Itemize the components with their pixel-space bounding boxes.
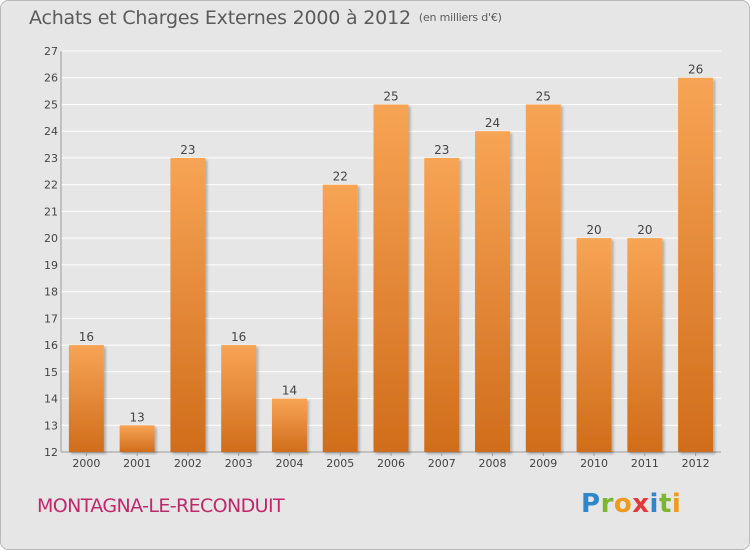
- data-label-2008: 24: [485, 116, 500, 130]
- data-label-2011: 20: [637, 223, 652, 237]
- data-label-2001: 13: [130, 410, 145, 424]
- data-label-2005: 22: [333, 170, 348, 184]
- y-tick-label: 18: [44, 286, 58, 299]
- y-tick-label: 12: [44, 446, 58, 459]
- bar-2002: [170, 157, 206, 452]
- chart-unit: (en milliers d'€): [418, 11, 502, 24]
- x-tick-label: 2012: [682, 457, 710, 470]
- commune-name: MONTAGNA-LE-RECONDUIT: [37, 495, 285, 517]
- x-tick-label: 2000: [72, 457, 100, 470]
- y-tick-label: 15: [44, 366, 58, 379]
- x-tick-label: 2010: [580, 457, 608, 470]
- bar-2001: [119, 425, 155, 452]
- y-tick-label: 26: [44, 72, 58, 85]
- x-tick-label: 2003: [225, 457, 253, 470]
- data-label-2009: 25: [536, 89, 551, 103]
- data-label-2007: 23: [434, 143, 449, 157]
- data-label-2010: 20: [586, 223, 601, 237]
- data-label-2000: 16: [79, 330, 94, 344]
- y-tick-label: 17: [44, 312, 58, 325]
- bar-2000: [68, 345, 104, 452]
- bar-2011: [627, 238, 663, 452]
- bar-2008: [475, 131, 511, 452]
- y-tick-label: 19: [44, 259, 58, 272]
- data-label-2006: 25: [383, 89, 398, 103]
- bar-2004: [271, 398, 307, 452]
- bar-2007: [424, 157, 460, 452]
- data-label-2002: 23: [180, 143, 195, 157]
- x-tick-label: 2006: [377, 457, 405, 470]
- bar-2012: [678, 77, 714, 452]
- y-tick-label: 27: [44, 45, 58, 58]
- y-tick-label: 13: [44, 419, 58, 432]
- y-tick-label: 21: [44, 205, 58, 218]
- chart-title: Achats et Charges Externes 2000 à 2012 (e…: [29, 7, 502, 29]
- bar-2003: [221, 345, 257, 452]
- y-tick-label: 14: [44, 393, 58, 406]
- proxiti-logo: Proxiti: [581, 489, 682, 519]
- y-tick-label: 20: [44, 232, 58, 245]
- data-label-2012: 26: [688, 63, 703, 77]
- bar-2006: [373, 104, 409, 452]
- chart-title-text: Achats et Charges Externes 2000 à 2012: [29, 7, 411, 29]
- x-tick-label: 2009: [529, 457, 557, 470]
- x-tick-label: 2002: [174, 457, 202, 470]
- x-tick-label: 2005: [326, 457, 354, 470]
- data-label-2004: 14: [282, 384, 297, 398]
- x-tick-label: 2011: [631, 457, 659, 470]
- data-label-2003: 16: [231, 330, 246, 344]
- y-tick-label: 25: [44, 98, 58, 111]
- x-tick-label: 2004: [275, 457, 303, 470]
- y-tick-label: 23: [44, 152, 58, 165]
- y-tick-label: 16: [44, 339, 58, 352]
- y-tick-label: 24: [44, 125, 58, 138]
- x-tick-label: 2001: [123, 457, 151, 470]
- y-tick-label: 22: [44, 179, 58, 192]
- x-tick-label: 2008: [479, 457, 507, 470]
- bar-2010: [576, 238, 612, 452]
- bar-2005: [322, 184, 358, 452]
- x-tick-label: 2007: [428, 457, 456, 470]
- bar-2009: [525, 104, 561, 452]
